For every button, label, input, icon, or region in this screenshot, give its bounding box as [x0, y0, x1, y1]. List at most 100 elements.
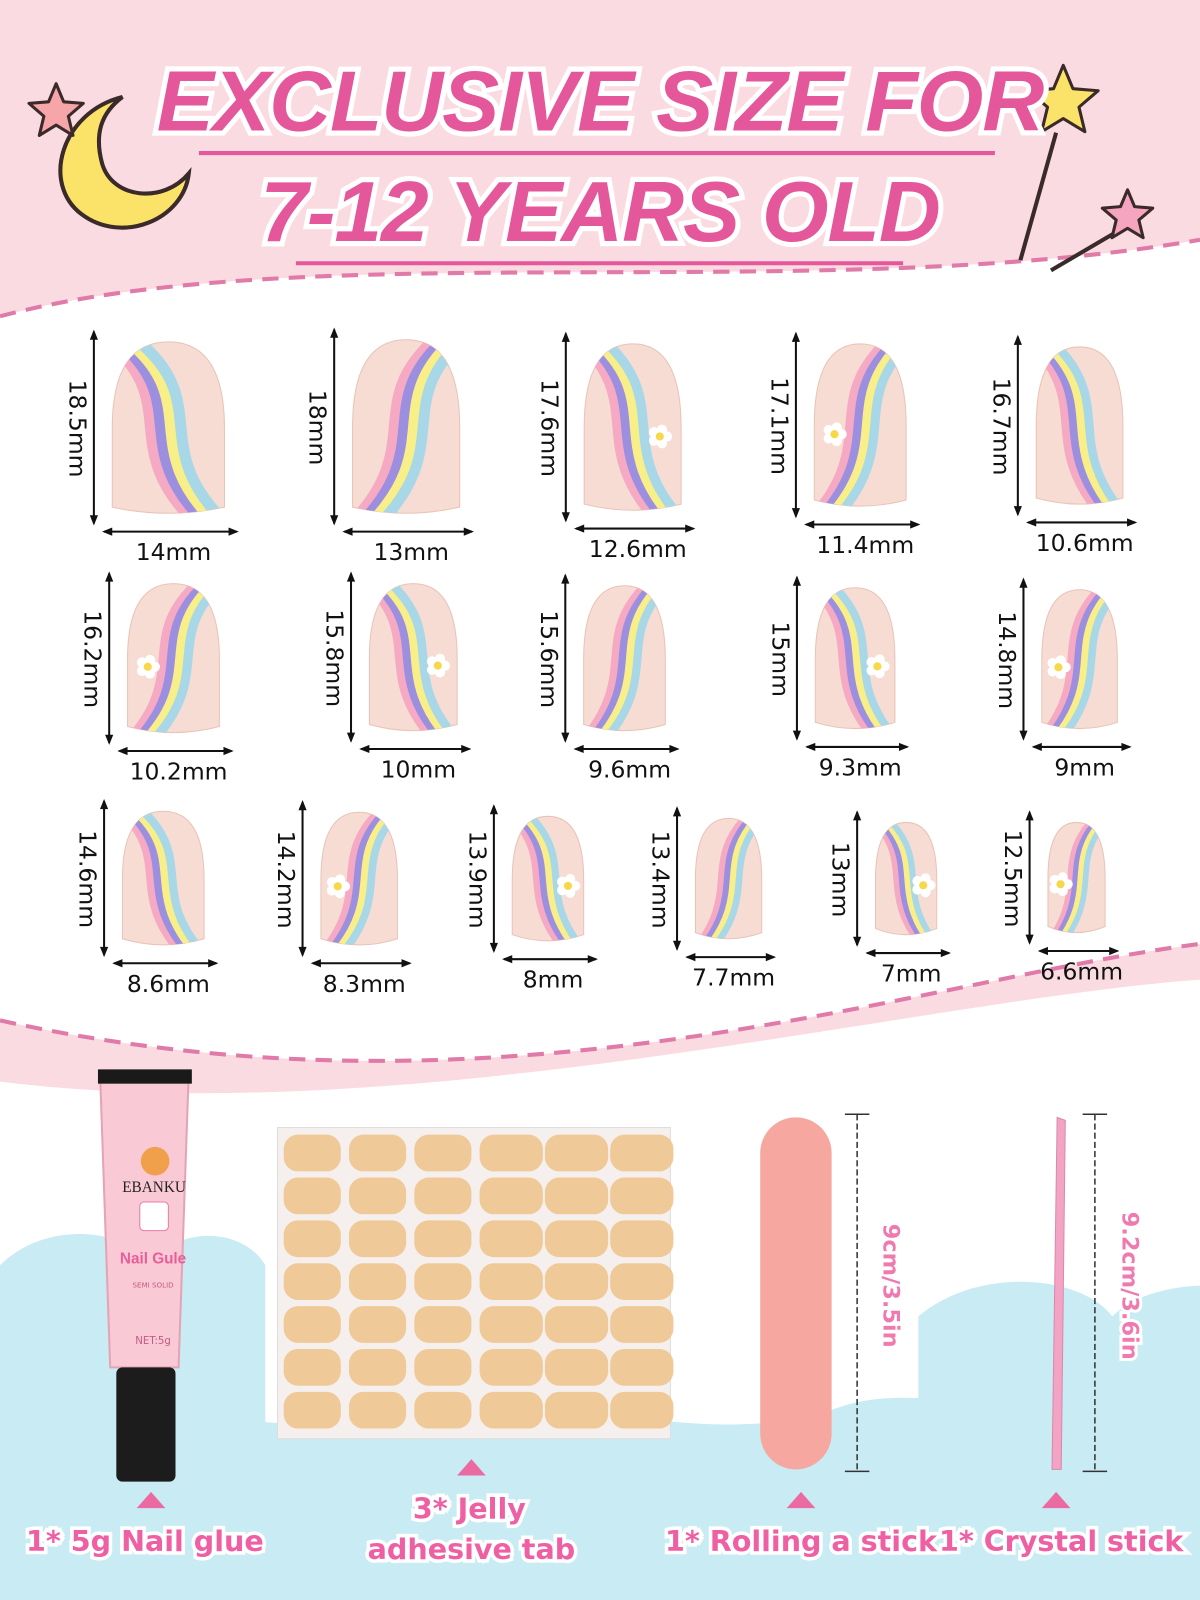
adhesive-tab [544, 1177, 609, 1215]
adhesive-tab [414, 1220, 472, 1258]
nail-stripe [122, 811, 196, 945]
glue-name: Nail Gule [120, 1250, 186, 1267]
nail-width: 9.6mm [588, 756, 671, 784]
adhesive-tab [283, 1220, 341, 1258]
nail-stripe [354, 339, 453, 514]
nail-stripe [598, 343, 682, 511]
nail-stripe [137, 583, 220, 733]
adhesive-tab [544, 1306, 609, 1343]
nail-stripe [827, 587, 895, 729]
nail-stripe [112, 341, 202, 514]
adhesive-tab [544, 1348, 609, 1386]
star [1026, 63, 1100, 134]
adhesive-tab [348, 1177, 407, 1215]
nail-art [1036, 346, 1123, 505]
nail-stripe [382, 583, 458, 731]
nail-stripe [112, 341, 213, 514]
adhesive-tab [414, 1348, 472, 1386]
adhesive-tab [414, 1306, 472, 1343]
crystal-stick [1051, 1116, 1066, 1470]
flower-center [333, 882, 342, 891]
nail-length: 16.2mm [79, 610, 107, 708]
adhesive-tab [414, 1134, 472, 1172]
flower-petal [434, 667, 446, 678]
flower-petal [144, 654, 156, 666]
arrow-head [502, 955, 598, 964]
nail-length: 13mm [827, 842, 855, 918]
flower-petal [831, 422, 842, 433]
adhesive-tab [283, 1306, 341, 1343]
nail-stripe [1036, 346, 1114, 505]
wand [1049, 227, 1122, 273]
pointer [457, 1459, 486, 1476]
nail-length: 13.4mm [647, 831, 675, 929]
flower-petal [920, 886, 931, 898]
title: 7-12 YEARS OLD [260, 164, 940, 260]
nail-width: 12.6mm [589, 535, 687, 563]
nail-length: 18mm [304, 390, 332, 466]
nail-stripe [824, 343, 907, 507]
adhesive-tab [479, 1134, 543, 1172]
adhesive-tab [479, 1391, 543, 1429]
nail-stripe [884, 822, 937, 935]
adhesive-tab [283, 1348, 341, 1386]
product-label: 1* Crystal stick [939, 1524, 1184, 1558]
flower-center [919, 881, 928, 890]
glue-type: SEMI SOLID [132, 1281, 174, 1290]
nail-length: 17.1mm [765, 377, 793, 475]
nail-art [695, 818, 762, 939]
flower-petal [1057, 872, 1068, 883]
measure-ends [844, 1113, 870, 1473]
flower-petal [831, 435, 842, 447]
measure-ends [1082, 1113, 1108, 1473]
adhesive-tab [283, 1177, 341, 1215]
adhesive-tab [610, 1391, 674, 1429]
nail-stripe [879, 822, 936, 935]
nail-stripe [364, 339, 460, 514]
nail-stripe [127, 811, 203, 945]
arrow-head [865, 948, 952, 958]
nail-width: 6.6mm [1040, 958, 1123, 986]
flower-petal [1055, 655, 1066, 666]
nail-length: 12.5mm [999, 830, 1027, 928]
nail-width: 10.2mm [130, 758, 228, 786]
adhesive-tab [610, 1306, 674, 1343]
glue-icon [139, 1201, 169, 1232]
wand [1018, 132, 1059, 261]
nail-art [815, 587, 895, 729]
nail-stripe [374, 583, 456, 731]
nail-stripe [1043, 589, 1113, 729]
nail-stripe [129, 583, 214, 733]
nail-stripe [129, 341, 225, 514]
nail-stripe [1048, 822, 1102, 933]
nail-width: 7mm [881, 960, 942, 988]
adhesive-tab [348, 1348, 407, 1386]
adhesive-tab [283, 1391, 341, 1429]
dashed-curve [0, 941, 1200, 1063]
product-label: adhesive tab [368, 1532, 576, 1566]
nail-stripe [585, 585, 661, 731]
product-label: 1* Rolling a stick [665, 1524, 938, 1558]
nail-stripe [119, 341, 223, 514]
adhesive-tab [610, 1134, 674, 1172]
adhesive-tab [479, 1348, 543, 1386]
nail-length: 15.6mm [535, 610, 563, 708]
adhesive-tab [610, 1348, 674, 1386]
glue-brand: EBANKU [122, 1179, 186, 1196]
adhesive-tab [414, 1177, 472, 1215]
flower-petal [1055, 668, 1066, 680]
star [27, 82, 85, 137]
nail-file [760, 1117, 832, 1470]
flower-center [873, 662, 882, 671]
adhesive-tab [348, 1263, 407, 1300]
flower-center [1056, 880, 1065, 889]
nail-stripe [695, 818, 752, 939]
flower-center [655, 432, 664, 441]
glue-band [97, 1069, 192, 1084]
stick-size: 9.2cm/3.6in [1116, 1212, 1142, 1360]
flower-petal [565, 874, 576, 885]
title: EXCLUSIVE SIZE FOR [157, 54, 1045, 150]
nail-width: 11.4mm [816, 531, 914, 559]
